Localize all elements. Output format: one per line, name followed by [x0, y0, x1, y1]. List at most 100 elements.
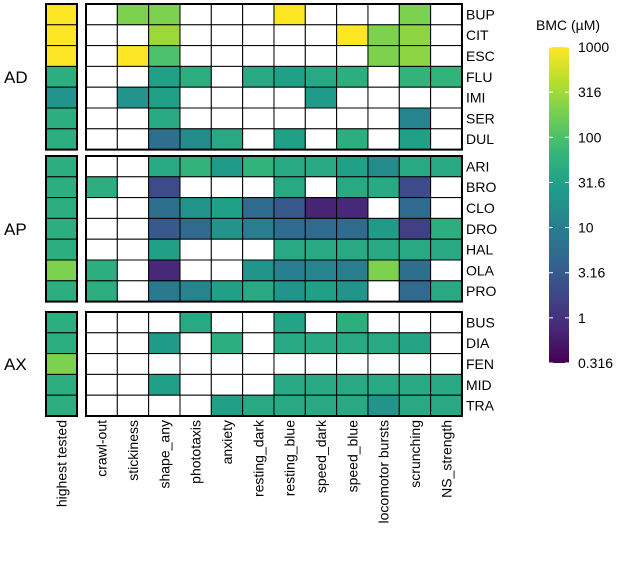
cell-dro-scrunching	[398, 217, 432, 240]
col-label-scrunching: scrunching	[407, 420, 423, 488]
cell-pro-locomotor-bursts	[367, 280, 400, 303]
cell-bus-phototaxis	[179, 311, 212, 334]
cell-dul-crawl-out	[85, 128, 118, 151]
cell-flu-crawl-out	[85, 65, 118, 88]
col-label-highest-tested: highest tested	[54, 420, 70, 507]
cell-flu-stickiness	[116, 65, 150, 88]
cell-dia-speed-blue	[336, 332, 369, 355]
group-label-ap: AP	[4, 220, 27, 239]
cell-cit-phototaxis	[179, 24, 212, 47]
cell-cit-locomotor-bursts	[367, 24, 400, 47]
cell-dul-anxiety	[210, 128, 244, 151]
cell-pro-ns-strength	[430, 280, 463, 303]
row-label-bup: BUP	[466, 6, 495, 22]
group-outline-grid-ap	[85, 155, 463, 303]
cell-tra-stickiness	[116, 394, 150, 417]
cell-mid-anxiety	[210, 373, 244, 396]
highest-tested-cell-cit	[45, 24, 78, 47]
cell-imi-resting-dark	[242, 86, 275, 109]
col-label-locomotor-bursts: locomotor bursts	[376, 420, 392, 523]
cell-cit-speed-dark	[304, 24, 338, 47]
cell-ser-locomotor-bursts	[367, 107, 400, 130]
legend-tick-label: 10	[578, 220, 594, 236]
cell-clo-shape-any	[148, 197, 181, 219]
cell-esc-ns-strength	[430, 45, 463, 67]
cell-ari-shape-any	[148, 155, 181, 178]
cell-bus-resting-blue	[273, 311, 306, 334]
col-label-speed-dark: speed_dark	[313, 419, 329, 493]
legend-tick-label: 316	[578, 84, 602, 100]
cell-dia-anxiety	[210, 332, 244, 355]
cell-imi-scrunching	[398, 86, 432, 109]
cell-bup-crawl-out	[85, 3, 118, 26]
cell-tra-resting-dark	[242, 394, 275, 417]
cell-ser-shape-any	[148, 107, 181, 130]
cell-ari-resting-dark	[242, 155, 275, 178]
cell-mid-stickiness	[116, 373, 150, 396]
cell-imi-stickiness	[116, 86, 150, 109]
cell-clo-locomotor-bursts	[367, 197, 400, 219]
cell-pro-crawl-out	[85, 280, 118, 303]
cell-hal-ns-strength	[430, 238, 463, 261]
cell-tra-ns-strength	[430, 394, 463, 417]
cell-dro-crawl-out	[85, 217, 118, 240]
cell-dro-resting-blue	[273, 217, 306, 240]
cell-flu-resting-blue	[273, 65, 306, 88]
cell-imi-phototaxis	[179, 86, 212, 109]
cell-dul-resting-blue	[273, 128, 306, 151]
group-outline-highest-ax	[45, 311, 78, 417]
cell-ari-resting-blue	[273, 155, 306, 178]
cell-imi-anxiety	[210, 86, 244, 109]
cell-bup-speed-blue	[336, 3, 369, 26]
cell-ser-ns-strength	[430, 107, 463, 130]
cell-mid-crawl-out	[85, 373, 118, 396]
highest-tested-cell-flu	[45, 65, 78, 88]
legend-tick-label: 31.6	[578, 174, 605, 190]
cell-bro-speed-blue	[336, 176, 369, 199]
cell-hal-speed-dark	[304, 238, 338, 261]
cell-bup-resting-dark	[242, 3, 275, 26]
cell-bup-ns-strength	[430, 3, 463, 26]
cell-ola-locomotor-bursts	[367, 259, 400, 282]
cell-ola-shape-any	[148, 259, 181, 282]
cell-flu-resting-dark	[242, 65, 275, 88]
cell-cit-resting-blue	[273, 24, 306, 47]
cell-imi-shape-any	[148, 86, 181, 109]
cell-cit-scrunching	[398, 24, 432, 47]
cell-imi-resting-blue	[273, 86, 306, 109]
cell-ser-scrunching	[398, 107, 432, 130]
cell-pro-scrunching	[398, 280, 432, 303]
cell-hal-speed-blue	[336, 238, 369, 261]
cell-ser-stickiness	[116, 107, 150, 130]
highest-tested-cell-clo	[45, 197, 78, 219]
cell-bro-phototaxis	[179, 176, 212, 199]
highest-tested-cell-bus	[45, 311, 78, 334]
cell-esc-anxiety	[210, 45, 244, 67]
cell-fen-phototaxis	[179, 353, 212, 375]
cell-esc-locomotor-bursts	[367, 45, 400, 67]
cell-ari-speed-blue	[336, 155, 369, 178]
row-label-hal: HAL	[466, 242, 493, 258]
highest-tested-cell-fen	[45, 353, 78, 375]
cell-bup-locomotor-bursts	[367, 3, 400, 26]
cell-dro-resting-dark	[242, 217, 275, 240]
cell-mid-resting-blue	[273, 373, 306, 396]
cell-hal-stickiness	[116, 238, 150, 261]
cell-dul-phototaxis	[179, 128, 212, 151]
cell-ari-locomotor-bursts	[367, 155, 400, 178]
highest-tested-cell-mid	[45, 373, 78, 396]
row-label-esc: ESC	[466, 48, 495, 64]
cell-pro-speed-blue	[336, 280, 369, 303]
cell-bro-stickiness	[116, 176, 150, 199]
cell-bus-scrunching	[398, 311, 432, 334]
cell-cit-stickiness	[116, 24, 150, 47]
cell-flu-speed-blue	[336, 65, 369, 88]
row-label-pro: PRO	[466, 283, 496, 299]
cell-ser-anxiety	[210, 107, 244, 130]
cell-tra-resting-blue	[273, 394, 306, 417]
row-label-bus: BUS	[466, 314, 495, 330]
cell-ser-speed-dark	[304, 107, 338, 130]
cell-ari-ns-strength	[430, 155, 463, 178]
cell-fen-resting-blue	[273, 353, 306, 375]
cell-tra-locomotor-bursts	[367, 394, 400, 417]
